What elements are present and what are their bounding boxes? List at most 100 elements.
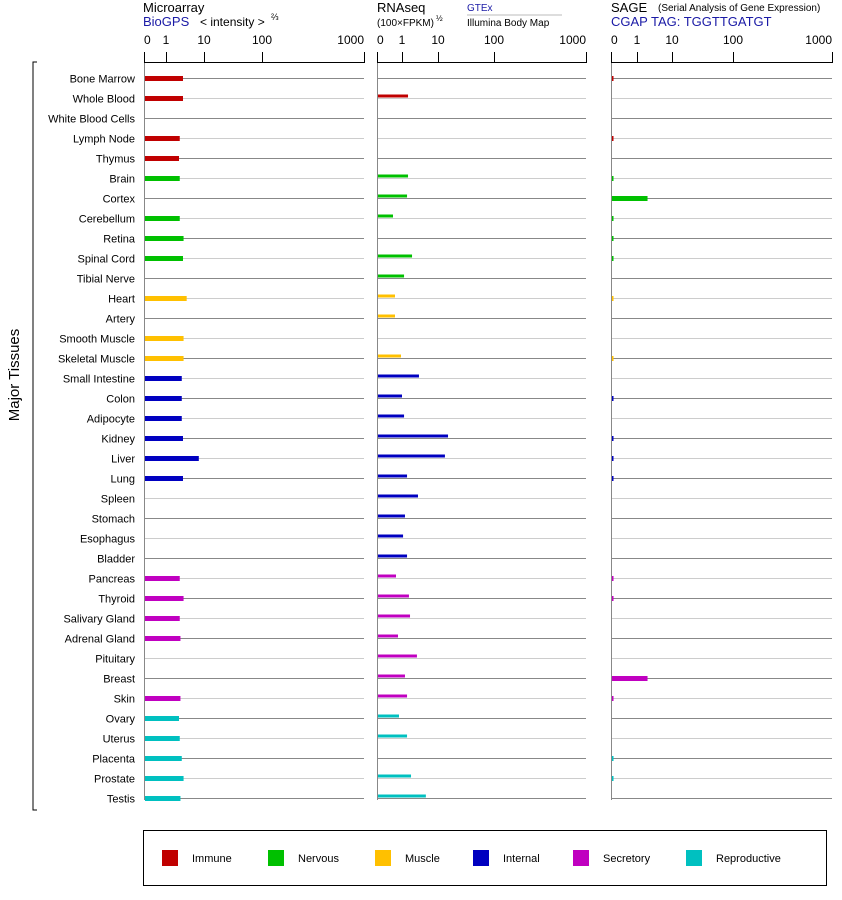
sage-bar-lung[interactable] [612,476,614,481]
rnaseq-bar-skin[interactable] [378,694,408,698]
sage-bar-kidney[interactable] [612,436,614,441]
tissue-label: Prostate [94,774,135,786]
tissue-label: Stomach [92,514,135,526]
rnaseq-bar-prostate[interactable] [378,774,412,778]
legend-label-muscle: Muscle [405,853,440,865]
microarray-bar-thyroid[interactable] [145,596,184,601]
microarray-bar-placenta[interactable] [145,756,182,761]
sage-bar-colon[interactable] [612,396,614,401]
microarray-bar-spinal-cord[interactable] [145,256,183,261]
sage-title: SAGE [611,0,647,15]
sage-bar-skin[interactable] [612,696,614,701]
sage-bar-spinal-cord[interactable] [612,256,614,261]
tissue-label: Brain [109,174,135,186]
rnaseq-bar-lung[interactable] [378,474,408,478]
microarray-bar-lung[interactable] [145,476,183,481]
microarray-bar-bone-marrow[interactable] [145,76,183,81]
microarray-bar-thymus[interactable] [145,156,180,161]
rnaseq-bar-ovary[interactable] [378,714,399,718]
sage-bar-bone-marrow[interactable] [612,76,614,81]
microarray-bar-small-intestine[interactable] [145,376,182,381]
microarray-bar-testis[interactable] [145,796,181,801]
microarray-title: Microarray [143,0,205,15]
rnaseq-bar-esophagus[interactable] [378,534,404,538]
biogps-link[interactable]: BioGPS [143,14,190,29]
rnaseq-bar-thyroid[interactable] [378,594,409,598]
sage-bar-cortex[interactable] [612,196,648,201]
rnaseq-bar-stomach[interactable] [378,514,405,518]
rnaseq-bar-pituitary[interactable] [378,654,417,658]
microarray-bar-smooth-muscle[interactable] [145,336,184,341]
rnaseq-bar-cerebellum[interactable] [378,214,393,218]
microarray-bar-skin[interactable] [145,696,181,701]
microarray-bar-liver[interactable] [145,456,199,461]
tissue-label: Bladder [97,554,135,566]
sage-bar-retina[interactable] [612,236,614,241]
rnaseq-bar-small-intestine[interactable] [378,374,419,378]
rnaseq-bar-cortex[interactable] [378,194,408,198]
microarray-bar-adrenal-gland[interactable] [145,636,181,641]
microarray-bar-retina[interactable] [145,236,184,241]
sage-tick-label: 1000 [805,33,832,47]
microarray-bar-pancreas[interactable] [145,576,180,581]
rnaseq-bar-salivary-gland[interactable] [378,614,411,618]
microarray-bar-ovary[interactable] [145,716,180,721]
cgap-tag-link[interactable]: CGAP TAG: TGGTTGATGT [611,14,772,29]
sage-bar-heart[interactable] [612,296,614,301]
rnaseq-bar-pancreas[interactable] [378,574,396,578]
sage-bar-brain[interactable] [612,176,614,181]
legend-swatch-reproductive [686,850,702,866]
rnaseq-bar-spinal-cord[interactable] [378,254,413,258]
rnaseq-bar-artery[interactable] [378,314,395,318]
microarray-bar-brain[interactable] [145,176,180,181]
tissue-label: Lymph Node [73,134,135,146]
rnaseq-bar-bladder[interactable] [378,554,408,558]
rnaseq-bar-liver[interactable] [378,454,445,458]
tissue-label: Ovary [106,714,136,726]
rnaseq-bar-tibial-nerve[interactable] [378,274,405,278]
rnaseq-bar-uterus[interactable] [378,734,408,738]
rnaseq-bar-whole-blood[interactable] [378,94,409,98]
sage-bar-cerebellum[interactable] [612,216,614,221]
sage-tick-label: 1 [634,33,641,47]
rnaseq-bar-testis[interactable] [378,794,426,798]
microarray-bar-cerebellum[interactable] [145,216,180,221]
sage-bar-lymph-node[interactable] [612,136,614,141]
tissue-label: Artery [106,314,136,326]
microarray-bar-whole-blood[interactable] [145,96,183,101]
microarray-bar-adipocyte[interactable] [145,416,182,421]
microarray-bar-heart[interactable] [145,296,187,301]
tissue-label: Small Intestine [63,374,135,386]
tissue-label: Smooth Muscle [59,334,135,346]
gtex-link[interactable]: GTEx [467,3,493,14]
sage-bar-thyroid[interactable] [612,596,614,601]
microarray-bar-kidney[interactable] [145,436,183,441]
microarray-bar-uterus[interactable] [145,736,180,741]
rnaseq-bar-colon[interactable] [378,394,402,398]
microarray-bar-skeletal-muscle[interactable] [145,356,184,361]
rnaseq-bar-kidney[interactable] [378,434,449,438]
legend-swatch-secretory [573,850,589,866]
sage-bar-pancreas[interactable] [612,576,614,581]
rnaseq-bar-adrenal-gland[interactable] [378,634,398,638]
legend-label-immune: Immune [192,853,232,865]
sage-bar-prostate[interactable] [612,776,614,781]
sage-bar-placenta[interactable] [612,756,614,761]
microarray-bar-colon[interactable] [145,396,182,401]
microarray-bar-salivary-gland[interactable] [145,616,180,621]
sage-bar-skeletal-muscle[interactable] [612,356,614,361]
sage-subtitle: (Serial Analysis of Gene Expression) [658,3,820,14]
microarray-bar-lymph-node[interactable] [145,136,180,141]
sage-tick-label: 100 [723,33,743,47]
rnaseq-bar-adipocyte[interactable] [378,414,405,418]
rnaseq-bar-skeletal-muscle[interactable] [378,354,401,358]
rnaseq-bar-brain[interactable] [378,174,409,178]
sage-bar-liver[interactable] [612,456,614,461]
rnaseq-bar-breast[interactable] [378,674,405,678]
sage-bar-breast[interactable] [612,676,648,681]
rnaseq-bar-spleen[interactable] [378,494,418,498]
microarray-bar-prostate[interactable] [145,776,184,781]
tissue-label: Skin [114,694,135,706]
rnaseq-bar-heart[interactable] [378,294,395,298]
legend-label-nervous: Nervous [298,853,339,865]
